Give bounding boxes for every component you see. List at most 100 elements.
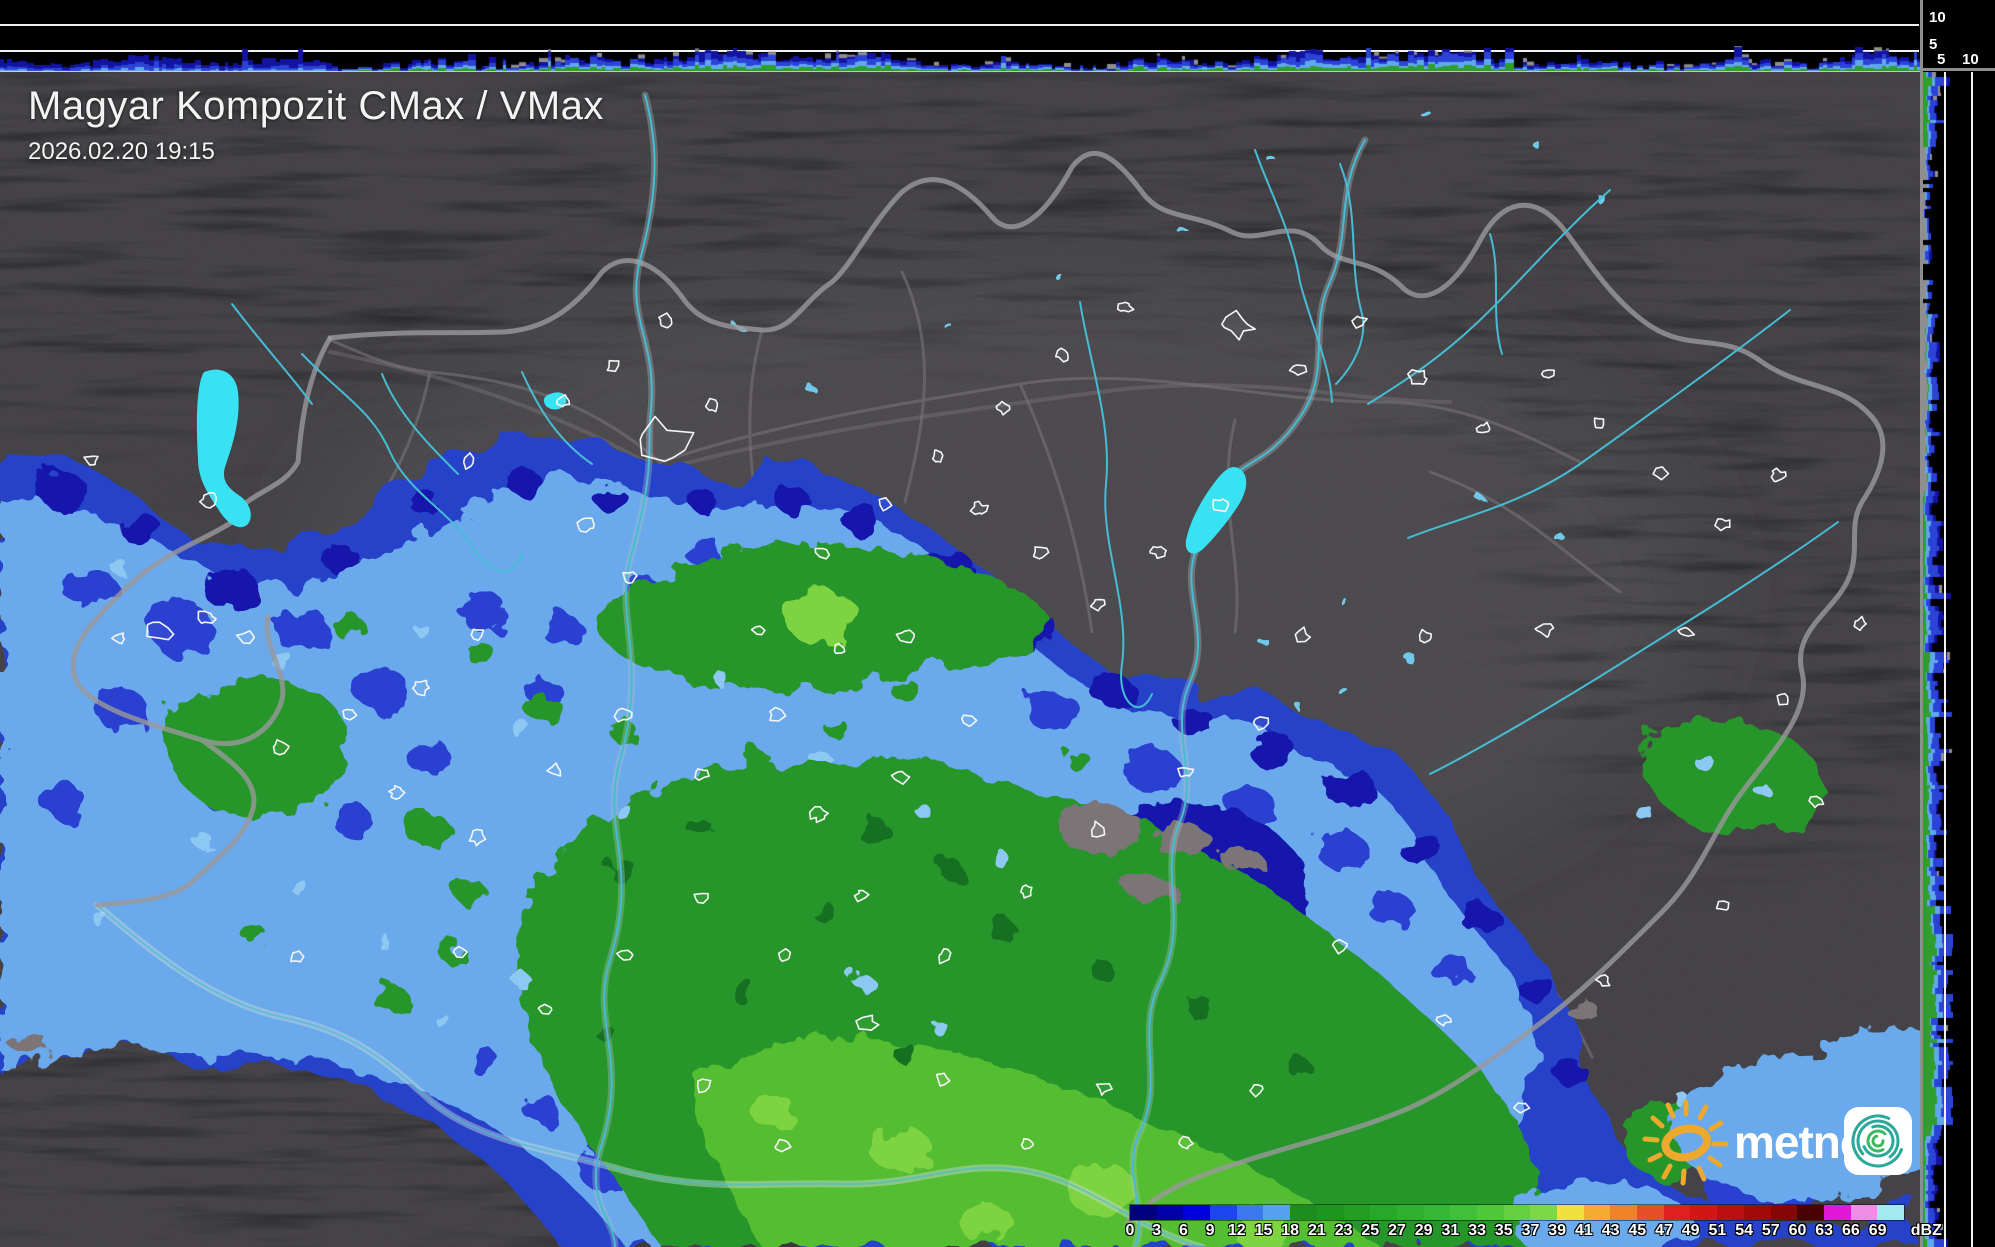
radar-map-canvas bbox=[0, 72, 1920, 1247]
city-outline bbox=[622, 571, 638, 585]
echo-blob bbox=[1633, 802, 1651, 818]
dbz-tick-49: 49 bbox=[1681, 1222, 1700, 1239]
echo-blob bbox=[414, 623, 430, 637]
dbz-tick-25: 25 bbox=[1361, 1222, 1380, 1239]
city-outline bbox=[411, 679, 430, 697]
right-gridline-5km bbox=[1944, 72, 1946, 1247]
city-outline bbox=[1221, 309, 1256, 341]
lake bbox=[196, 369, 251, 528]
echo-blob bbox=[240, 922, 264, 942]
dbz-tick-66: 66 bbox=[1841, 1222, 1860, 1239]
borders-layer bbox=[70, 150, 1886, 1247]
city-outline bbox=[1435, 1013, 1453, 1027]
city-outline bbox=[693, 892, 709, 904]
echo-blob bbox=[1338, 596, 1346, 604]
dbz-tick-37: 37 bbox=[1521, 1222, 1540, 1239]
echo-blob bbox=[406, 812, 450, 848]
echo-blob bbox=[1222, 847, 1262, 873]
echo-blob bbox=[374, 985, 410, 1015]
top-echo-profile-strip bbox=[0, 46, 1920, 72]
city-outline bbox=[1677, 626, 1696, 637]
city-outline bbox=[1331, 938, 1348, 955]
river bbox=[1407, 309, 1791, 539]
city-outline bbox=[1178, 1135, 1194, 1150]
echo-blob bbox=[454, 879, 486, 905]
city-outline bbox=[462, 452, 475, 470]
echo-blob bbox=[38, 470, 86, 510]
echo-blob bbox=[1401, 833, 1443, 867]
echo-blob bbox=[1058, 276, 1066, 284]
map-top-border bbox=[0, 71, 1920, 72]
echo-blob bbox=[336, 617, 368, 643]
echo-blob bbox=[1188, 998, 1216, 1022]
echo-blob bbox=[1128, 876, 1176, 904]
dbz-swatch-12 bbox=[1236, 1205, 1264, 1220]
echo-blob bbox=[1257, 636, 1267, 644]
echo-blob bbox=[1522, 977, 1558, 1007]
river bbox=[381, 373, 459, 475]
echo-blob bbox=[355, 668, 409, 712]
echo-blob bbox=[914, 803, 930, 817]
city-outline bbox=[111, 632, 126, 645]
echo-blob bbox=[1026, 689, 1078, 731]
city-outline bbox=[704, 397, 719, 413]
city-outline bbox=[1540, 369, 1555, 379]
river bbox=[594, 94, 656, 1247]
dbz-swatch-21 bbox=[1316, 1205, 1344, 1220]
dbz-swatch-27 bbox=[1396, 1205, 1424, 1220]
dbz-tick-29: 29 bbox=[1414, 1222, 1433, 1239]
city-outline bbox=[606, 359, 620, 373]
corner-axis-panel: 10 5 5 10 bbox=[1920, 0, 1995, 72]
echo-blob bbox=[122, 514, 162, 546]
echo-blob bbox=[1124, 747, 1180, 793]
echo-blob bbox=[940, 860, 964, 880]
river bbox=[1254, 149, 1333, 403]
city-outlines-layer bbox=[83, 301, 1867, 1153]
dbz-tick-43: 43 bbox=[1601, 1222, 1620, 1239]
dbz-swatch-51 bbox=[1717, 1205, 1744, 1220]
city-outline bbox=[938, 948, 952, 965]
echo-blob bbox=[434, 1013, 450, 1027]
dbz-swatch-47 bbox=[1663, 1205, 1691, 1220]
echo-blob bbox=[1154, 822, 1210, 858]
city-outline bbox=[1594, 974, 1611, 987]
dbz-tick-21: 21 bbox=[1307, 1222, 1326, 1239]
city-outline bbox=[1853, 615, 1867, 632]
echo-blob bbox=[608, 718, 636, 742]
city-outline bbox=[452, 945, 468, 959]
dbz-swatch-6 bbox=[1183, 1205, 1211, 1220]
city-outline bbox=[1776, 692, 1789, 706]
city-outline bbox=[833, 642, 846, 655]
echo-blob bbox=[274, 607, 330, 653]
city-outline bbox=[1652, 466, 1670, 481]
city-outline bbox=[995, 400, 1011, 416]
echo-blob bbox=[374, 933, 390, 947]
echo-blob bbox=[1554, 1059, 1586, 1085]
city-outline bbox=[537, 1003, 553, 1015]
county-border bbox=[328, 338, 662, 464]
dbz-tick-3: 3 bbox=[1152, 1222, 1162, 1239]
echo-blob bbox=[1566, 1000, 1598, 1020]
city-outline bbox=[1054, 347, 1069, 363]
echo-blob bbox=[728, 978, 756, 1002]
city-outline bbox=[1513, 1102, 1531, 1114]
echo-blob bbox=[527, 695, 563, 725]
echo-blob bbox=[807, 386, 817, 394]
dbz-swatch-33 bbox=[1476, 1205, 1504, 1220]
dbz-swatch-row bbox=[1129, 1204, 1905, 1221]
echo-blob bbox=[513, 972, 531, 988]
echo-blob bbox=[1557, 536, 1567, 544]
dbz-tick-60: 60 bbox=[1788, 1222, 1807, 1239]
echo-blob bbox=[1090, 960, 1114, 980]
echo-blob bbox=[750, 1092, 794, 1128]
dbz-swatch-31 bbox=[1450, 1205, 1477, 1220]
city-outline bbox=[556, 393, 571, 408]
dbz-tick-51: 51 bbox=[1708, 1222, 1727, 1239]
right-axis-label-10: 10 bbox=[1962, 51, 1979, 68]
echo-blob bbox=[93, 912, 111, 928]
dbz-tick-15: 15 bbox=[1254, 1222, 1273, 1239]
dbz-swatch-29 bbox=[1423, 1205, 1451, 1220]
echo-blob bbox=[458, 590, 506, 630]
echo-blob bbox=[690, 820, 714, 840]
city-outline bbox=[83, 455, 99, 466]
